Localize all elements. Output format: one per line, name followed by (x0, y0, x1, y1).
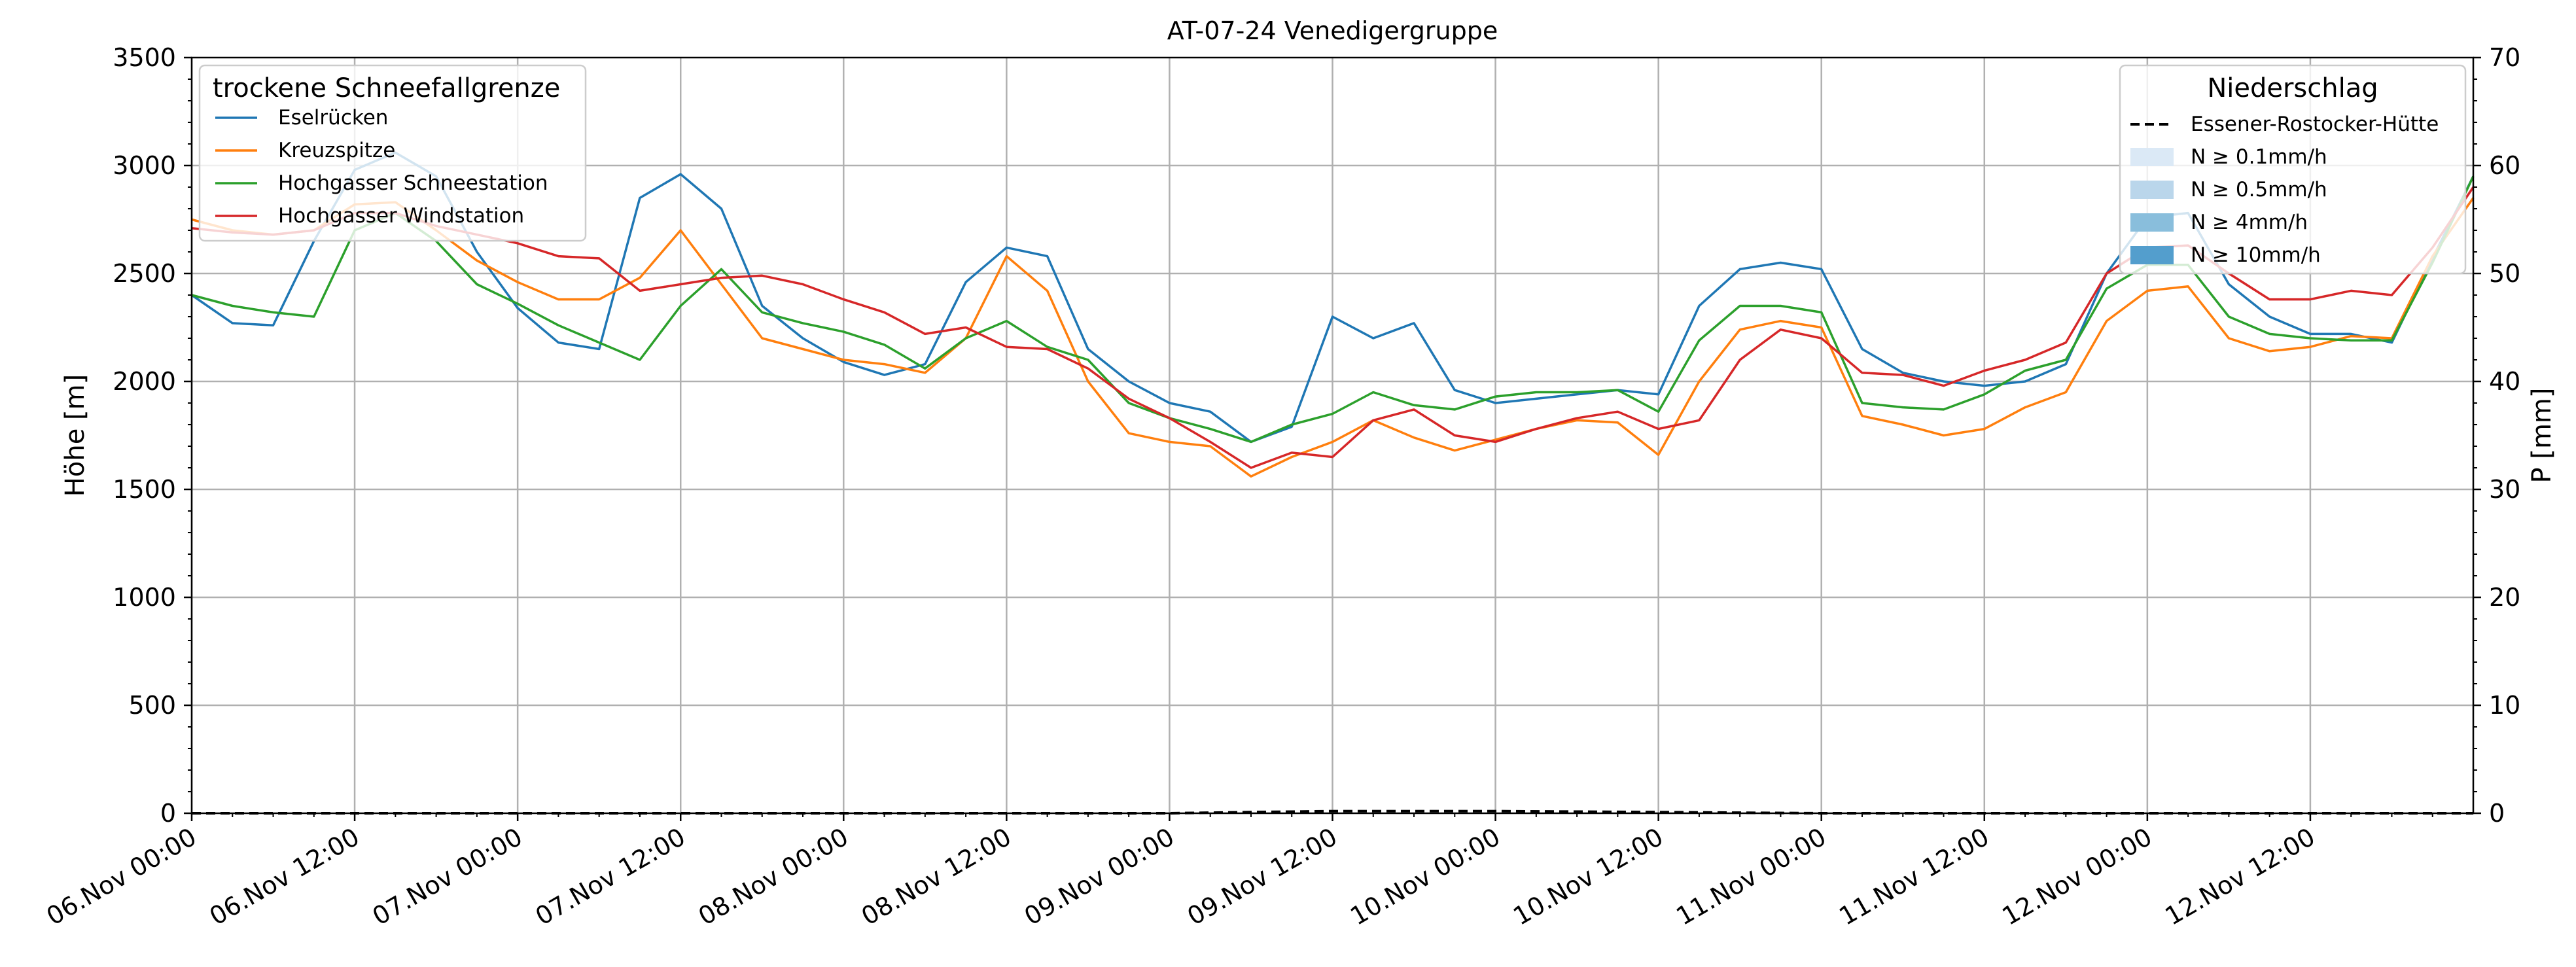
legend-right-label: N ≥ 0.1mm/h (2191, 145, 2327, 169)
y-tick-label: 1000 (113, 583, 176, 612)
legend-right-swatch-patch (2130, 246, 2174, 264)
series-line-2 (191, 175, 2475, 444)
legend-schneefallgrenze: trockene Schneefallgrenze Eselrücken Kreuz… (198, 64, 587, 242)
y-tick-label: 2000 (113, 367, 176, 396)
y2-tick-label: 50 (2489, 259, 2520, 288)
legend-left-label: Kreuzspitze (278, 139, 395, 162)
y-axis-label: Höhe [m] (60, 374, 90, 497)
legend-right-swatch-patch (2130, 213, 2174, 232)
legend-right-swatch-patch (2130, 181, 2174, 199)
legend-right-label: N ≥ 4mm/h (2191, 211, 2308, 234)
y-tick-label: 2500 (113, 259, 176, 288)
y-tick-label: 3500 (113, 43, 176, 72)
legend-niederschlag: Niederschlag Essener-Rostocker-Hütte N ≥ 0… (2119, 64, 2467, 275)
series-line-1 (191, 197, 2475, 478)
chart-title: AT-07-24 Venedigergruppe (1167, 16, 1498, 45)
legend-right-title: Niederschlag (2207, 73, 2378, 103)
y2-axis-label: P [mm] (2527, 388, 2557, 484)
y-tick-label: 1500 (113, 475, 176, 504)
legend-left-title: trockene Schneefallgrenze (213, 73, 560, 103)
y-tick-label: 0 (160, 799, 176, 828)
y2-tick-label: 0 (2489, 799, 2505, 828)
y2-tick-label: 20 (2489, 583, 2520, 612)
legend-right-box (2119, 64, 2467, 275)
y2-tick-label: 70 (2489, 43, 2520, 72)
series-line-0 (191, 151, 2475, 444)
legend-left-label: Hochgasser Schneestation (278, 171, 548, 195)
y-tick-label: 3000 (113, 151, 176, 180)
legend-left-label: Hochgasser Windstation (278, 204, 524, 228)
legend-right-swatch-patch (2130, 148, 2174, 166)
y-tick-label: 500 (128, 691, 176, 720)
legend-left-label: Eselrücken (278, 106, 388, 130)
y2-tick-label: 30 (2489, 475, 2520, 504)
y2-tick-label: 40 (2489, 367, 2520, 396)
legend-right-label: N ≥ 0.5mm/h (2191, 178, 2327, 202)
y2-tick-label: 60 (2489, 151, 2520, 180)
y2-tick-label: 10 (2489, 691, 2520, 720)
series-line-3 (191, 186, 2475, 469)
legend-right-label: Essener-Rostocker-Hütte (2191, 113, 2439, 136)
legend-left-box (198, 64, 587, 242)
legend-right-label: N ≥ 10mm/h (2191, 243, 2321, 267)
